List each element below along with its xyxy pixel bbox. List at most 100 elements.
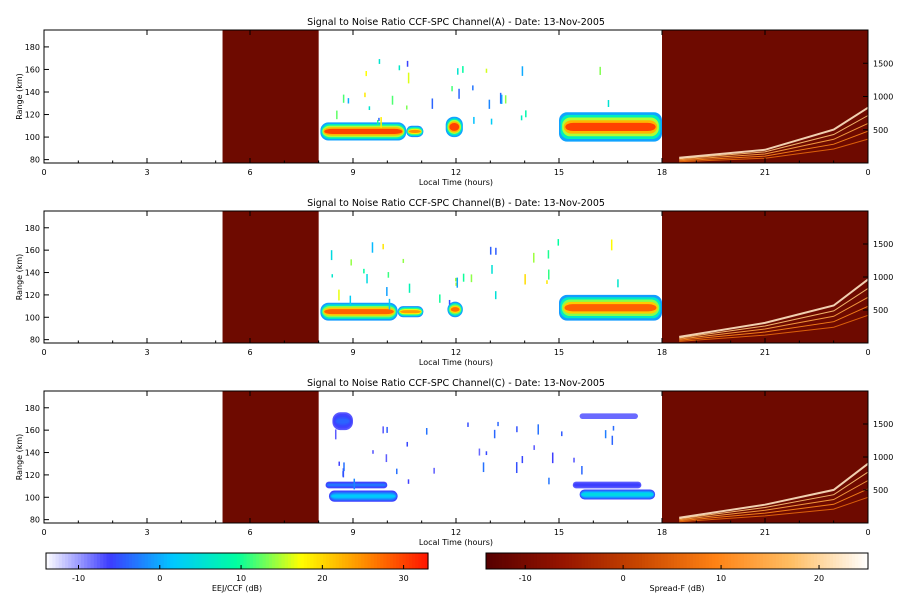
colorbar-swatch — [100, 553, 104, 569]
colorbar-swatch — [71, 553, 76, 569]
colorbar-swatch — [807, 553, 812, 569]
colorbar-swatch — [568, 553, 573, 569]
colorbar-swatch — [855, 553, 860, 569]
colorbar-swatch — [826, 553, 831, 569]
no-data-block — [222, 391, 319, 523]
echo-speck — [612, 425, 615, 431]
spread-f-line — [679, 278, 869, 338]
colorbar-swatch — [782, 553, 786, 569]
colorbar-swatch — [287, 553, 292, 569]
colorbar-swatch — [686, 553, 691, 569]
echo-layer — [400, 310, 421, 314]
colorbar-swatch — [785, 553, 790, 569]
colorbar-tick-label: 20 — [814, 574, 824, 583]
colorbar-swatch — [421, 553, 426, 569]
colorbar-swatch — [198, 553, 203, 569]
echo-specks — [330, 239, 619, 310]
colorbar-frame — [485, 552, 869, 570]
spread-f-line — [679, 480, 869, 521]
colorbar-swatch — [112, 553, 117, 569]
colorbar-swatch — [119, 553, 123, 569]
colorbar-swatch — [93, 553, 98, 569]
spread-f-line — [679, 462, 869, 519]
x-axis-label: Local Time (hours) — [419, 358, 493, 367]
x-tick-label: 6 — [247, 168, 252, 177]
colorbar-swatch — [842, 553, 847, 569]
colorbar-swatch — [90, 553, 95, 569]
colorbar-swatch — [514, 553, 519, 569]
colorbar-swatch — [109, 553, 114, 569]
colorbar-swatch — [778, 553, 783, 569]
colorbar-swatch — [179, 553, 184, 569]
colorbar-swatch — [559, 553, 563, 569]
y-tick-label: 160 — [25, 246, 40, 255]
colorbar-swatch — [511, 553, 516, 569]
echo-speck — [425, 428, 428, 435]
colorbar-swatch — [661, 553, 665, 569]
echo-speck — [525, 110, 527, 118]
colorbar-swatch — [205, 553, 209, 569]
echo-region — [328, 490, 398, 502]
x-tick-label: 15 — [554, 528, 564, 537]
echo-speck — [388, 298, 391, 310]
y-tick-label: 180 — [25, 43, 40, 52]
colorbar-swatch — [58, 553, 63, 569]
colorbar-swatch — [265, 553, 270, 569]
echo-layer — [565, 122, 656, 132]
colorbar-swatch — [597, 553, 602, 569]
echo-speck — [368, 106, 371, 111]
colorbar-label: EEJ/CCF (dB) — [212, 584, 262, 593]
x-tick-label: 9 — [350, 348, 355, 357]
colorbar-swatch — [418, 553, 423, 569]
echo-speck — [478, 448, 481, 456]
colorbar-swatch — [692, 553, 697, 569]
colorbar-swatch — [297, 553, 302, 569]
colorbar-swatch — [654, 553, 659, 569]
spread-f-line — [679, 130, 869, 162]
colorbar-swatch — [657, 553, 662, 569]
colorbar-swatch — [817, 553, 821, 569]
colorbar-swatch — [743, 553, 748, 569]
colorbar-swatch — [832, 553, 837, 569]
echo-speck — [342, 94, 345, 103]
echo-speck — [470, 274, 473, 283]
echo-speck — [515, 462, 518, 474]
echo-speck — [451, 86, 453, 92]
colorbar-swatch — [122, 553, 127, 569]
colorbar-swatch — [144, 553, 149, 569]
colorbar-swatch — [278, 553, 283, 569]
colorbar-swatch — [259, 553, 264, 569]
echo-region — [572, 481, 642, 489]
colorbar-swatch — [186, 553, 190, 569]
colorbar-swatch — [329, 553, 334, 569]
colorbar-swatch — [594, 553, 599, 569]
echo-speck — [457, 68, 459, 75]
echo-region — [559, 112, 662, 142]
colorbar-swatch — [708, 553, 713, 569]
colorbar-swatch — [284, 553, 289, 569]
echo-speck — [349, 295, 352, 306]
colorbar-swatch — [377, 553, 381, 569]
echo-layer — [581, 493, 653, 496]
colorbar-swatch — [584, 553, 589, 569]
colorbar-swatch — [556, 553, 560, 569]
echo-speck — [573, 457, 575, 463]
echo-speck — [520, 115, 523, 121]
echo-region — [406, 125, 424, 138]
spread-f-line — [679, 496, 869, 523]
echo-speck — [376, 120, 379, 124]
colorbar-swatch — [74, 553, 79, 569]
colorbar-swatch — [322, 553, 327, 569]
x-tick-label: 0 — [41, 528, 46, 537]
colorbar-tick-label: 20 — [317, 574, 327, 583]
echo-speck — [347, 98, 350, 104]
y2-tick-label: 500 — [873, 306, 888, 315]
echo-speck — [604, 430, 607, 439]
y2-tick-label: 1500 — [873, 240, 893, 249]
echo-region — [397, 306, 424, 318]
x-axis-label: Local Time (hours) — [419, 538, 493, 547]
y-axis-label: Range (km) — [15, 73, 24, 120]
panel-b: Signal to Noise Ratio CCF-SPC Channel(B)… — [15, 198, 893, 367]
echo-speck — [533, 445, 535, 450]
panel-title: Signal to Noise Ratio CCF-SPC Channel(C)… — [307, 378, 605, 389]
